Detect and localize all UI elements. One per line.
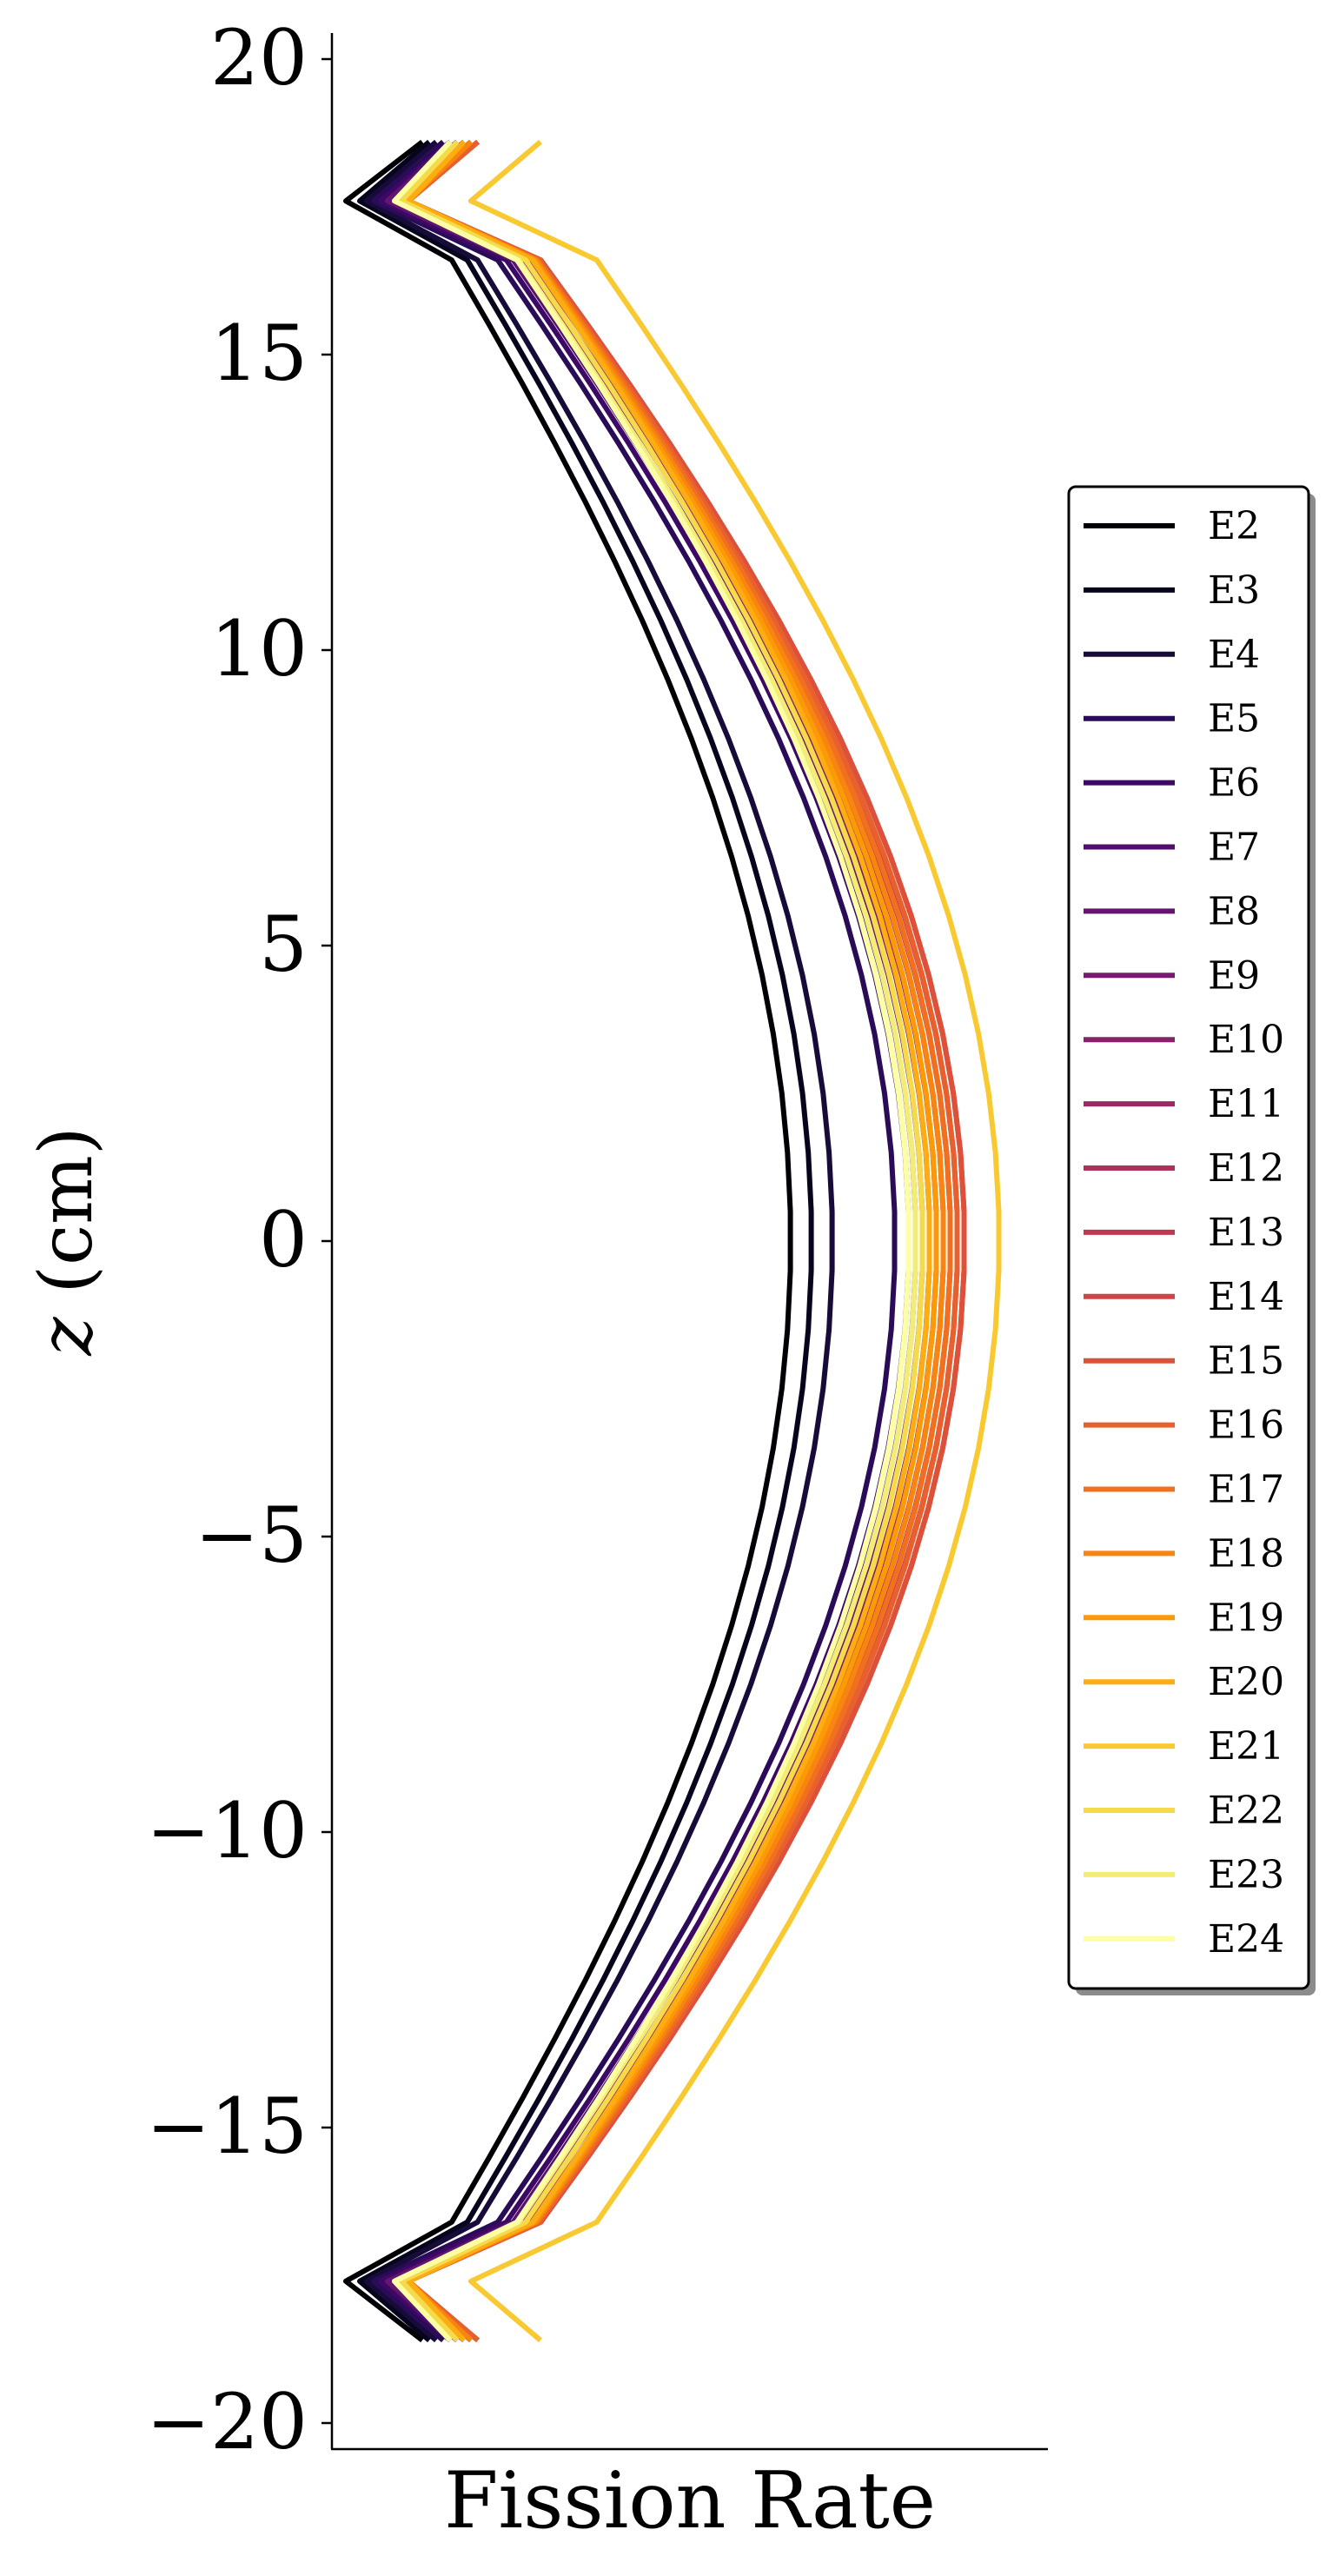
legend-label-e13: E13 — [1208, 1211, 1284, 1255]
legend-label-e18: E18 — [1208, 1531, 1284, 1576]
legend-label-e3: E3 — [1208, 568, 1260, 613]
y-tick-label: −5 — [195, 1490, 308, 1580]
y-axis-label-variable: z — [23, 1317, 109, 1357]
series-line-e16 — [406, 139, 960, 2343]
legend-label-e4: E4 — [1208, 633, 1260, 677]
series-line-e15 — [406, 139, 967, 2343]
y-tick-label: −15 — [146, 2081, 308, 2171]
legend-label-e24: E24 — [1208, 1917, 1284, 1962]
legend-label-e8: E8 — [1208, 889, 1260, 933]
x-axis-label: Fission Rate — [444, 2455, 936, 2546]
series-line-e23 — [392, 140, 918, 2342]
y-tick-label: 10 — [210, 604, 308, 694]
series-line-e4 — [364, 139, 835, 2343]
series-line-e17 — [406, 140, 953, 2342]
legend-label-e20: E20 — [1208, 1660, 1284, 1704]
y-tick-label: 15 — [210, 309, 308, 398]
legend-label-e2: E2 — [1208, 504, 1260, 548]
legend-label-e5: E5 — [1208, 697, 1260, 741]
y-tick-label: 5 — [259, 900, 308, 989]
legend-label-e17: E17 — [1208, 1468, 1284, 1512]
legend-label-e14: E14 — [1208, 1275, 1284, 1319]
legend-label-e6: E6 — [1208, 761, 1260, 806]
legend-label-e15: E15 — [1208, 1339, 1284, 1384]
series-lines-group — [343, 139, 1002, 2343]
legend-label-e23: E23 — [1208, 1853, 1284, 1897]
legend-label-e11: E11 — [1208, 1082, 1284, 1126]
legend-label-e12: E12 — [1208, 1146, 1284, 1191]
legend-items: E2 E3 E4 E5 E6 E7 E8 E9 E10 E11 E12 E13 E14 E15 E16 E17… — [1084, 504, 1284, 1962]
legend-label-e22: E22 — [1208, 1789, 1284, 1833]
series-line-e19 — [406, 140, 939, 2342]
series-line-e20 — [406, 140, 932, 2342]
legend-label-e7: E7 — [1208, 826, 1260, 870]
legend-label-e19: E19 — [1208, 1596, 1284, 1640]
series-line-e6 — [378, 139, 911, 2343]
series-line-e18 — [406, 140, 946, 2342]
series-line-e2 — [343, 139, 793, 2343]
y-tick-label: 20 — [210, 13, 308, 103]
legend-label-e21: E21 — [1208, 1724, 1284, 1769]
legend-label-e10: E10 — [1208, 1018, 1284, 1062]
legend-label-e16: E16 — [1208, 1404, 1284, 1448]
series-line-e22 — [399, 140, 925, 2342]
y-axis-label-unit: (cm) — [23, 1126, 109, 1317]
y-tick-label: 0 — [259, 1195, 308, 1285]
y-tick-label: −10 — [146, 1786, 308, 1876]
legend-label-e9: E9 — [1208, 953, 1260, 998]
series-line-e3 — [357, 139, 814, 2343]
y-axis-ticks: 20 15 10 5 0 −5 −10 −15 −20 — [146, 13, 332, 2466]
legend: E2 E3 E4 E5 E6 E7 E8 E9 E10 E11 E12 E13 E14 E15 E16 E17… — [1067, 485, 1316, 1995]
series-line-e21 — [468, 139, 1002, 2343]
legend-frame — [1067, 485, 1310, 1990]
series-line-e24 — [392, 140, 911, 2342]
y-tick-label: −20 — [146, 2377, 308, 2466]
series-line-e5 — [371, 139, 898, 2343]
y-axis-label: z (cm) — [23, 1126, 109, 1356]
